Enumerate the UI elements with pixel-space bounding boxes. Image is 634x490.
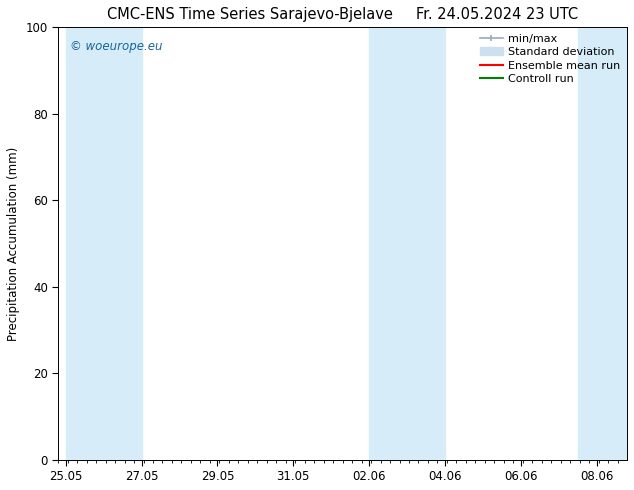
Legend: min/max, Standard deviation, Ensemble mean run, Controll run: min/max, Standard deviation, Ensemble me…	[477, 30, 624, 87]
Text: © woeurope.eu: © woeurope.eu	[70, 40, 162, 53]
Bar	[369, 27, 445, 460]
Title: CMC-ENS Time Series Sarajevo-Bjelave     Fr. 24.05.2024 23 UTC: CMC-ENS Time Series Sarajevo-Bjelave Fr.…	[107, 7, 578, 22]
Bar	[66, 27, 141, 460]
Y-axis label: Precipitation Accumulation (mm): Precipitation Accumulation (mm)	[7, 147, 20, 341]
Bar	[578, 27, 627, 460]
